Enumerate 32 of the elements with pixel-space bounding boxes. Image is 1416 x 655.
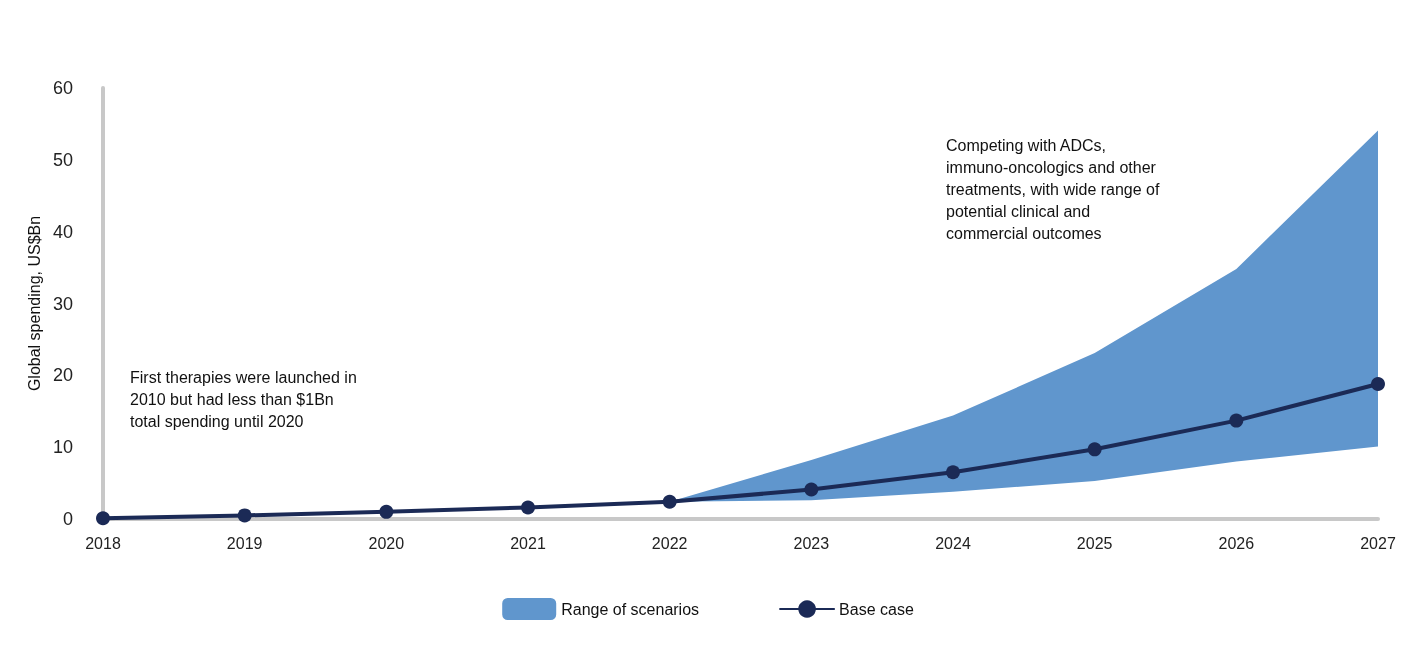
point (1229, 413, 1244, 428)
x-tick-label: 2020 (368, 534, 405, 552)
y-axis-title: Global spending, US$Bn (25, 215, 43, 392)
x-tick-label: 2019 (226, 534, 263, 552)
point (96, 511, 110, 526)
x-tick-label: 2018 (85, 534, 121, 552)
point (804, 482, 819, 497)
point (662, 494, 677, 509)
legend-label: Range of scenarios (561, 600, 700, 618)
y-tick-label: 10 (52, 437, 73, 458)
x-tick-label: 2024 (935, 534, 971, 552)
x-tick-label: 2023 (793, 534, 830, 552)
y-tick-label: 40 (52, 221, 73, 242)
y-tick-label: 30 (52, 293, 73, 314)
x-tick-label: 2026 (1218, 534, 1255, 552)
point (521, 500, 535, 515)
annotation: First therapies were launched in 2010 but had less than $1Bn total spending until 2020 (130, 368, 357, 430)
x-tick-label: 2027 (1360, 534, 1396, 552)
point (379, 504, 394, 519)
legend-label: Base case (839, 600, 914, 618)
y-tick-label: 20 (52, 365, 73, 386)
point (237, 508, 252, 523)
annotation: Competing with ADCs, immuno-oncologics and other treatments, with wide range of potential clinical and commercial outcomes (946, 136, 1160, 242)
point (1371, 376, 1385, 391)
point (1087, 442, 1102, 457)
y-tick-label: 50 (52, 149, 73, 170)
x-tick-label: 2025 (1076, 534, 1113, 552)
x-tick-label: 2021 (510, 534, 546, 552)
point (946, 465, 960, 480)
x-tick-label: 2022 (651, 534, 688, 552)
y-tick-label: 60 (52, 78, 73, 98)
y-tick-label: 0 (62, 509, 73, 529)
